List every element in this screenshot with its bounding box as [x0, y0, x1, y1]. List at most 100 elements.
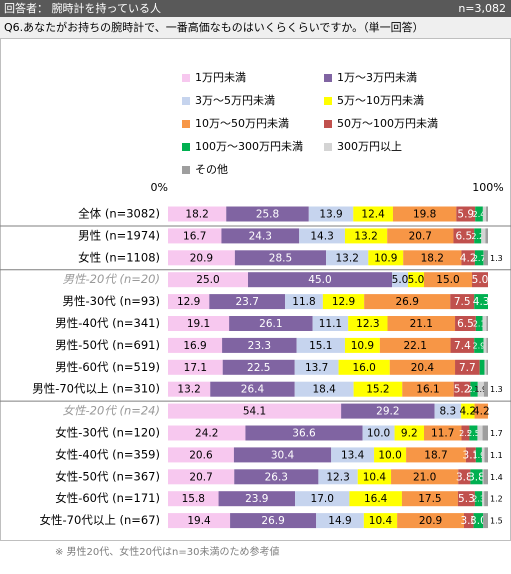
category-label: 男性-20代 (n=20) [63, 272, 160, 286]
data-label: 21.0 [413, 471, 436, 483]
data-label: 28.5 [269, 252, 292, 264]
bar-segment [473, 513, 484, 529]
data-label: 10.9 [374, 252, 397, 264]
data-label: 2.7 [473, 254, 486, 263]
data-label: 1.9 [473, 451, 486, 460]
data-label: 17.0 [311, 493, 334, 505]
bar-segment [234, 469, 319, 485]
bar-segment [458, 469, 471, 485]
data-label: 6.5 [455, 230, 472, 242]
data-label: 26.9 [396, 296, 419, 308]
category-label: 女性-30代 (n=120) [55, 426, 160, 440]
data-label: 11.7 [431, 428, 454, 440]
question: Q6.あなたがお持ちの腕時計で、一番高価なものはいくらくらいですか。（単一回答） [4, 20, 424, 34]
legend-swatch [182, 166, 190, 174]
bar-segment [394, 425, 424, 441]
bar-segment [482, 491, 485, 507]
bar-segment [168, 447, 234, 463]
data-label: 15.1 [309, 340, 332, 352]
data-label: 22.5 [247, 362, 270, 374]
bar-segment [406, 447, 466, 463]
bar-segment [234, 250, 327, 266]
data-label: 12.9 [177, 296, 200, 308]
question-bar [0, 17, 511, 38]
bar-segment [472, 272, 488, 288]
header-bar [0, 0, 511, 17]
data-label: 7.5 [454, 296, 471, 308]
data-label: 14.9 [328, 515, 351, 527]
bar-segment [295, 491, 350, 507]
bar-segment [464, 513, 474, 529]
footnote: ※ 男性20代、女性20代はn=30未満のため参考値 [55, 545, 279, 558]
bar-segment [316, 513, 364, 529]
data-label: 5.3 [458, 493, 475, 505]
data-label: 2.5 [459, 429, 472, 438]
bar-segment [245, 425, 363, 441]
respondent: 回答者： 腕時計を持っている人 [4, 1, 161, 15]
data-label: 2.1 [473, 320, 486, 329]
data-label: 14.3 [310, 230, 333, 242]
legend-label: 5万～10万円未満 [337, 94, 424, 107]
bar-segment [484, 447, 488, 463]
bar-segment [391, 469, 459, 485]
data-label: 9.2 [401, 428, 418, 440]
bar-segment [374, 447, 407, 463]
bar-segment [482, 316, 487, 331]
legend-swatch [324, 120, 332, 128]
bar-segment [461, 250, 475, 266]
bar-segment [357, 469, 392, 485]
bar-segment [353, 381, 403, 397]
bar-segment [403, 250, 462, 266]
bar-segment [483, 381, 488, 397]
bar-segment [474, 294, 488, 310]
bar-segment [455, 316, 476, 331]
category-label: 男性-70代以上 (n=310) [32, 382, 160, 396]
data-label: 1.3 [490, 385, 503, 394]
data-label: 26.4 [241, 384, 265, 396]
bar-segment [294, 359, 339, 375]
data-label: 5.0 [472, 274, 489, 286]
bar-segment [248, 272, 392, 288]
category-label: 女性 (n=1108) [78, 250, 160, 264]
data-label: 13.7 [305, 362, 328, 374]
bar-segment [222, 359, 295, 375]
legend-swatch [182, 120, 190, 128]
data-label: 4.2 [473, 406, 490, 418]
category-label: 男性-30代 (n=93) [63, 294, 160, 308]
legend-swatch [324, 97, 332, 105]
bar-segment [222, 337, 297, 353]
data-label: 5.0 [408, 274, 425, 286]
bar-segment [392, 206, 457, 222]
data-label: 18.2 [185, 209, 208, 221]
bar-segment [461, 403, 475, 419]
bar-segment [474, 250, 484, 266]
data-label: 1.9 [474, 385, 487, 394]
bar-segment [470, 381, 478, 397]
bar-segment [389, 359, 456, 375]
legend-swatch [324, 74, 332, 82]
category-label: 女性-20代 (n=24) [63, 404, 160, 418]
data-label: 22.1 [404, 340, 427, 352]
bar-segment [296, 337, 345, 353]
bar-segment [456, 206, 476, 222]
data-label: 18.2 [421, 252, 444, 264]
data-label: 1.1 [490, 451, 503, 460]
bar-segment [450, 294, 475, 310]
data-label: 6.5 [457, 318, 474, 330]
data-label: 10.4 [369, 515, 393, 527]
legend-swatch [182, 97, 190, 105]
data-label: 2.3 [468, 385, 481, 394]
bar-segment [474, 403, 488, 419]
bar-segment [168, 381, 211, 397]
data-label: 23.7 [236, 296, 259, 308]
data-label: 3.8 [456, 471, 473, 483]
bar-segment [424, 425, 462, 441]
category-label: 男性 (n=1974) [78, 228, 160, 242]
bar-segment [387, 228, 454, 244]
data-label: 13.2 [354, 230, 377, 242]
bar-segment [482, 206, 487, 222]
data-label: 12.4 [361, 209, 385, 221]
legend-label: 50万～100万円未満 [337, 117, 438, 130]
category-label: 男性-40代 (n=341) [55, 316, 160, 330]
data-label: 20.7 [189, 471, 212, 483]
